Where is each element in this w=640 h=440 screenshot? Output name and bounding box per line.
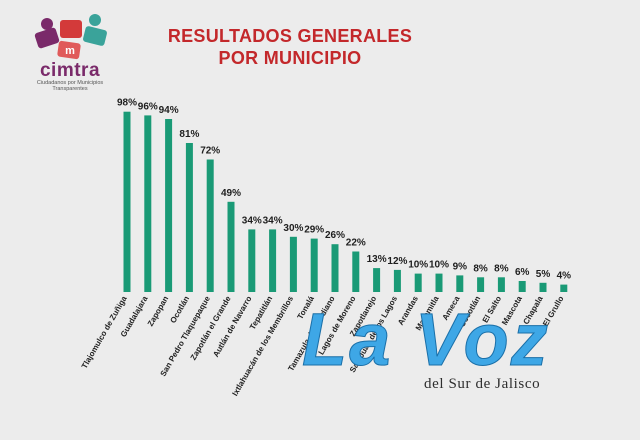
data-label-5: 49% (221, 188, 241, 199)
bar-8 (289, 236, 297, 292)
data-label-14: 10% (408, 260, 428, 271)
bar-13 (393, 269, 401, 292)
data-label-18: 8% (494, 263, 509, 274)
category-label-2: Zapopan (146, 294, 171, 327)
data-label-19: 6% (515, 267, 530, 278)
cimtra-logo: m cimtra Ciudadanos por Municipios Trans… (22, 8, 118, 92)
bar-18 (497, 277, 505, 292)
logo-wordmark: cimtra (39, 60, 101, 81)
bar-19 (518, 281, 526, 292)
bar-10 (331, 244, 339, 292)
data-label-8: 30% (283, 223, 303, 234)
data-label-15: 10% (429, 260, 449, 271)
bar-12 (373, 268, 381, 292)
la-voz-watermark: La Voz del Sur de Jalisco (290, 298, 620, 410)
data-label-16: 9% (453, 261, 468, 272)
watermark-main-text: La Voz (302, 298, 550, 381)
bar-20 (539, 282, 547, 292)
data-label-10: 26% (325, 230, 345, 241)
bar-15 (435, 273, 443, 292)
data-label-7: 34% (263, 215, 283, 226)
data-label-17: 8% (473, 263, 488, 274)
category-label-3: Ocotlán (168, 294, 191, 324)
chart-title-line2: POR MUNICIPIO (218, 48, 362, 68)
svg-text:m: m (65, 45, 75, 57)
bar-4 (206, 159, 214, 292)
bar-0 (123, 111, 131, 292)
bar-2 (165, 119, 173, 292)
bar-3 (185, 143, 193, 292)
bar-17 (477, 277, 485, 292)
data-label-9: 29% (304, 225, 324, 236)
data-label-21: 4% (557, 271, 572, 282)
bar-7 (269, 229, 277, 292)
bar-21 (560, 284, 568, 292)
data-label-6: 34% (242, 215, 262, 226)
watermark-subtitle: del Sur de Jalisco (424, 376, 541, 392)
bar-5 (227, 201, 235, 292)
data-label-2: 94% (159, 105, 179, 116)
bar-14 (414, 273, 422, 292)
bar-1 (144, 115, 152, 293)
data-label-11: 22% (346, 238, 366, 249)
bar-6 (248, 229, 256, 292)
data-label-4: 72% (200, 146, 220, 157)
logo-mark-icon: m (34, 14, 107, 60)
data-label-3: 81% (179, 129, 199, 140)
bar-9 (310, 238, 318, 292)
data-label-12: 13% (367, 254, 387, 265)
data-label-0: 98% (117, 98, 137, 109)
chart-title-line1: RESULTADOS GENERALES (167, 26, 413, 46)
data-label-20: 5% (536, 269, 551, 280)
logo-tagline: Ciudadanos por Municipios Transparentes (36, 80, 104, 92)
bar-11 (352, 251, 360, 292)
data-label-1: 96% (138, 101, 158, 112)
data-label-13: 12% (387, 256, 407, 267)
bar-16 (456, 275, 464, 292)
